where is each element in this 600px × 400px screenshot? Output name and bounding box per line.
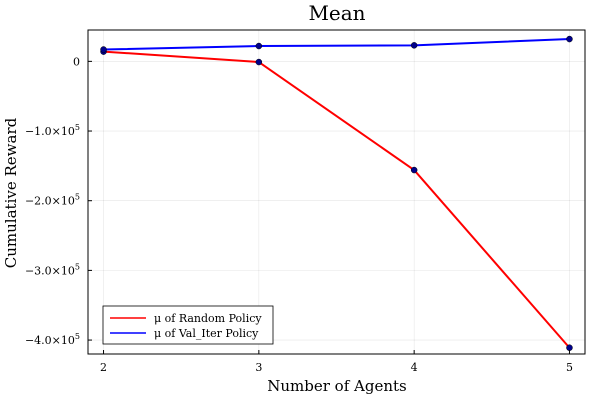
y-tick-label: −4.0×105 xyxy=(25,332,80,347)
plot-frame xyxy=(87,29,586,355)
y-tick-label: −3.0×105 xyxy=(25,262,80,277)
y-tick-mantissa: −4.0×10 xyxy=(25,334,75,347)
x-tick-label: 2 xyxy=(100,361,107,374)
legend-label: μ of Val_Iter Policy xyxy=(154,327,259,340)
y-axis-label: Cumulative Reward xyxy=(2,117,20,268)
series-1-point xyxy=(255,42,263,50)
series-0-point xyxy=(255,58,263,66)
legend: μ of Random Policy μ of Val_Iter Policy xyxy=(102,305,274,345)
y-tick-mantissa: 0 xyxy=(73,55,80,68)
series-1-point xyxy=(566,35,573,43)
series-layer xyxy=(100,35,573,351)
y-tick-mantissa: −1.0×10 xyxy=(25,125,75,138)
y-tick-mantissa: −2.0×10 xyxy=(25,195,75,208)
series-0-point xyxy=(566,344,573,351)
x-tick-label: 5 xyxy=(566,361,573,374)
axis-ticks: 2 3 4 50−1.0×105−2.0×105−3.0×105−4.0×105 xyxy=(25,55,573,374)
series-0-point xyxy=(410,166,418,174)
series-line-0 xyxy=(103,50,571,349)
y-tick-label: −1.0×105 xyxy=(25,123,80,138)
y-tick-exponent: 5 xyxy=(75,262,80,271)
y-tick-mantissa: −3.0×10 xyxy=(25,264,75,277)
y-tick-exponent: 5 xyxy=(75,123,80,132)
y-tick-exponent: 5 xyxy=(75,332,80,341)
legend-box xyxy=(102,305,274,345)
legend-label: μ of Random Policy xyxy=(154,312,262,325)
x-tick-label: 4 xyxy=(411,361,418,374)
y-tick-label: 0 xyxy=(73,55,80,68)
x-tick-label: 3 xyxy=(255,361,262,374)
series-1-point xyxy=(410,42,418,49)
series-line-1 xyxy=(103,38,570,51)
grid-lines xyxy=(88,30,585,354)
y-tick-label: −2.0×105 xyxy=(25,193,80,208)
series-1-point xyxy=(100,46,107,53)
y-tick-exponent: 5 xyxy=(75,193,80,202)
x-axis-label: Number of Agents xyxy=(267,377,406,395)
chart-title: Mean xyxy=(308,1,365,25)
